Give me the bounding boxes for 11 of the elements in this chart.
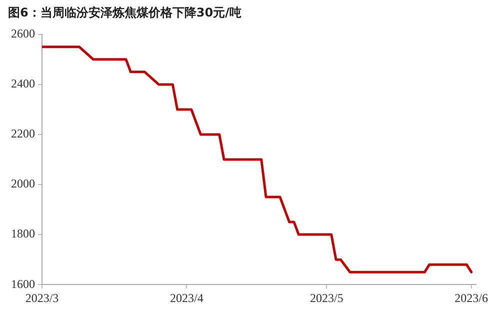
x-tick-label: 2023/4 [170,290,204,305]
x-tick-label: 2023/3 [25,290,59,305]
y-tick-label: 2600 [11,26,35,41]
chart-title: 图6：当周临汾安泽炼焦煤价格下降30元/吨 [8,5,242,20]
x-tick-label: 2023/6 [454,290,488,305]
y-tick-label: 1600 [11,276,35,291]
y-tick-label: 2200 [11,126,35,141]
y-tick-label: 2000 [11,176,35,191]
y-tick-label: 2400 [11,76,35,91]
y-tick-label: 1800 [11,226,35,241]
x-tick-label: 2023/5 [310,290,344,305]
